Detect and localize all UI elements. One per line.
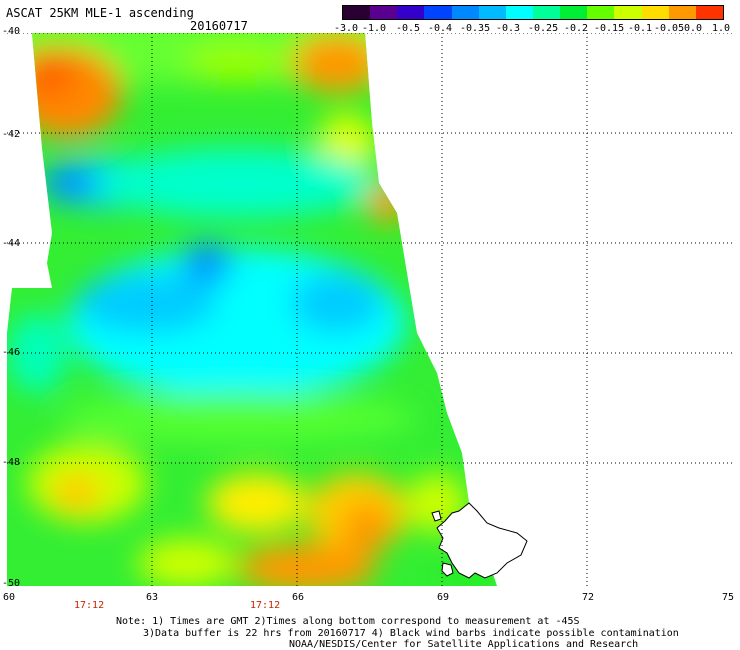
colorbar-swatch <box>641 6 669 19</box>
lon-tick-label: 72 <box>582 592 595 603</box>
colorbar-swatch <box>695 6 723 19</box>
note-line-3: NOAA/NESDIS/Center for Satellite Applica… <box>289 639 639 650</box>
colorbar-label: -0.5 <box>396 23 421 34</box>
lon-tick-label: 66 <box>292 592 305 603</box>
colorbar-label: -0.05 <box>654 23 685 34</box>
colorbar-swatch <box>587 6 615 19</box>
map-title: ASCAT 25KM MLE-1 ascending <box>6 6 194 20</box>
colorbar-swatch <box>532 6 561 19</box>
colorbar-swatch <box>505 6 533 19</box>
colorbar-swatch <box>424 6 452 19</box>
lat-tick-label: -46 <box>2 347 21 358</box>
colorbar-swatch <box>614 6 642 19</box>
colorbar-label: -0.35 <box>460 23 491 34</box>
wind-field-map <box>7 33 732 586</box>
swath-data <box>7 33 497 586</box>
colorbar-label: -0.15 <box>594 23 625 34</box>
lat-tick-label: -48 <box>2 457 21 468</box>
lat-tick-label: -44 <box>2 238 21 249</box>
colorbar-swatch <box>478 6 506 19</box>
pass-time-label: 17:12 <box>250 600 281 611</box>
colorbar-label: -0.25 <box>528 23 559 34</box>
colorbar-swatch <box>560 6 588 19</box>
coastline <box>431 502 528 579</box>
colorbar-label: -0.4 <box>428 23 453 34</box>
colorbar-swatch <box>370 6 398 19</box>
note-line-2: 3)Data buffer is 22 hrs from 20160717 4)… <box>143 628 679 639</box>
lon-tick-label: 63 <box>146 592 159 603</box>
lon-tick-label: 60 <box>3 592 16 603</box>
lon-tick-label: 69 <box>437 592 450 603</box>
colorbar-swatch <box>397 6 425 19</box>
lat-tick-label: -50 <box>2 578 21 589</box>
colorbar-swatch <box>451 6 479 19</box>
lon-tick-label: 75 <box>722 592 735 603</box>
colorbar-label: 0.0 <box>684 23 703 34</box>
pass-time-label: 17:12 <box>74 600 105 611</box>
colorbar-label: -0.2 <box>564 23 589 34</box>
colorbar-label: -0.1 <box>628 23 653 34</box>
lat-tick-label: -42 <box>2 129 21 140</box>
colorbar <box>342 5 724 20</box>
colorbar-label: 1.0 <box>712 23 731 34</box>
map-date: 20160717 <box>190 19 248 33</box>
lat-gridlines <box>7 33 732 464</box>
lat-tick-label: -40 <box>2 26 21 37</box>
colorbar-label: -0.3 <box>496 23 521 34</box>
colorbar-swatch <box>668 6 696 19</box>
lon-gridlines <box>151 33 588 586</box>
colorbar-label: -3.0 <box>334 23 359 34</box>
colorbar-swatch <box>343 6 371 19</box>
note-line-1: Note: 1) Times are GMT 2)Times along bot… <box>116 616 580 627</box>
colorbar-label: -1.0 <box>362 23 387 34</box>
